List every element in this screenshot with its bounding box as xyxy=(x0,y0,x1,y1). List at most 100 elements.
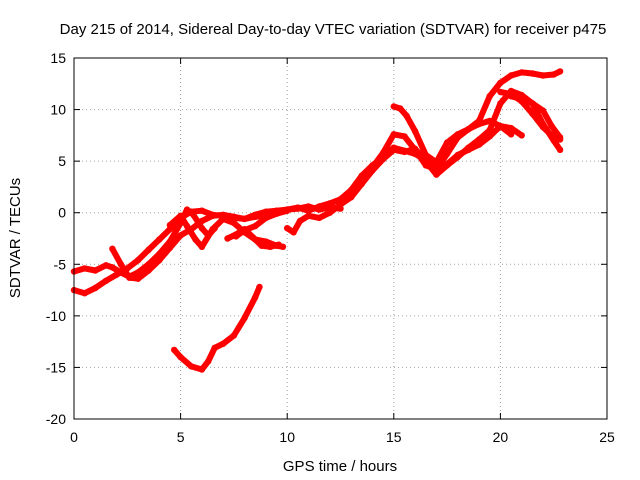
data-point xyxy=(266,243,274,250)
data-point xyxy=(397,105,404,112)
data-point xyxy=(188,363,195,370)
data-point xyxy=(507,93,515,100)
series-track-3 xyxy=(109,211,269,282)
y-tick-label: -5 xyxy=(54,256,67,272)
data-point xyxy=(134,275,142,282)
data-point xyxy=(497,100,504,107)
data-point xyxy=(390,146,397,153)
data-point xyxy=(518,69,525,76)
data-point xyxy=(548,132,555,139)
data-point xyxy=(507,124,515,132)
data-point xyxy=(256,283,263,291)
data-point xyxy=(232,231,240,238)
data-point xyxy=(145,246,152,253)
y-tick-label: 15 xyxy=(50,50,66,66)
data-point xyxy=(518,132,525,139)
data-point xyxy=(166,221,174,229)
data-point xyxy=(401,148,408,156)
data-point xyxy=(145,267,152,274)
y-tick-label: 5 xyxy=(58,153,66,169)
data-point xyxy=(156,257,163,264)
data-point xyxy=(241,226,248,233)
data-point xyxy=(539,72,547,79)
data-point xyxy=(241,215,248,223)
data-point xyxy=(92,284,99,292)
data-point xyxy=(198,207,206,214)
data-point xyxy=(134,257,142,264)
chart-title: Day 215 of 2014, Sidereal Day-to-day VTE… xyxy=(60,21,607,38)
data-point xyxy=(390,103,397,110)
data-point xyxy=(249,234,257,241)
data-point xyxy=(316,214,323,222)
data-point xyxy=(294,204,302,211)
data-point xyxy=(390,131,397,138)
data-point xyxy=(81,265,88,272)
data-point xyxy=(92,267,99,274)
data-point xyxy=(220,215,227,223)
x-tick-label: 20 xyxy=(493,429,509,445)
data-point xyxy=(465,126,472,133)
data-series-layer xyxy=(70,68,564,373)
data-point xyxy=(454,153,461,161)
data-point xyxy=(411,128,419,135)
data-point xyxy=(177,212,184,219)
data-point xyxy=(486,93,493,100)
data-point xyxy=(171,346,178,354)
data-point xyxy=(109,264,116,271)
data-point xyxy=(230,332,238,339)
data-point xyxy=(177,353,184,361)
y-tick-label: -20 xyxy=(46,411,66,427)
data-point xyxy=(198,225,206,232)
data-point xyxy=(326,209,333,216)
data-point xyxy=(486,127,493,134)
series-track-13 xyxy=(171,284,263,373)
data-point xyxy=(401,133,408,140)
grid xyxy=(74,58,607,419)
data-point xyxy=(411,145,419,152)
data-point xyxy=(183,206,191,213)
data-point xyxy=(348,194,355,201)
data-point xyxy=(518,96,525,103)
y-tick-label: 10 xyxy=(50,102,66,118)
data-point xyxy=(198,243,206,250)
x-tick-label: 5 xyxy=(177,429,185,445)
data-point xyxy=(379,155,387,163)
axis-ticks: 0 5 10 15 20 25 -20 -15 -10 -5 0 5 10 15 xyxy=(46,50,615,445)
data-point xyxy=(166,244,174,251)
data-point xyxy=(539,123,547,131)
data-point xyxy=(358,180,365,187)
data-point xyxy=(326,200,333,207)
data-point xyxy=(433,171,440,178)
data-point xyxy=(337,201,344,208)
data-point xyxy=(117,261,125,268)
data-point xyxy=(305,212,312,219)
data-point xyxy=(556,68,564,75)
data-point xyxy=(220,340,227,347)
data-point xyxy=(252,294,259,301)
data-point xyxy=(369,167,376,174)
data-point xyxy=(273,210,280,217)
data-point xyxy=(305,207,312,214)
data-point xyxy=(529,110,536,117)
x-tick-label: 25 xyxy=(599,429,615,445)
data-point xyxy=(422,151,429,159)
data-point xyxy=(290,229,297,236)
data-point xyxy=(465,144,472,151)
data-point xyxy=(102,277,110,284)
x-tick-label: 10 xyxy=(279,429,295,445)
data-point xyxy=(230,213,238,220)
data-point xyxy=(230,219,238,227)
data-point xyxy=(497,88,504,96)
data-point xyxy=(539,107,547,114)
y-axis-label: SDTVAR / TECUs xyxy=(7,178,24,298)
data-point xyxy=(443,162,451,169)
data-point xyxy=(475,136,483,143)
data-point xyxy=(296,217,304,225)
x-tick-label: 0 xyxy=(70,429,78,445)
data-point xyxy=(224,235,231,242)
data-point xyxy=(443,150,451,158)
data-point xyxy=(211,344,218,351)
data-point xyxy=(275,241,282,248)
data-point xyxy=(190,211,197,218)
data-point xyxy=(192,236,199,243)
